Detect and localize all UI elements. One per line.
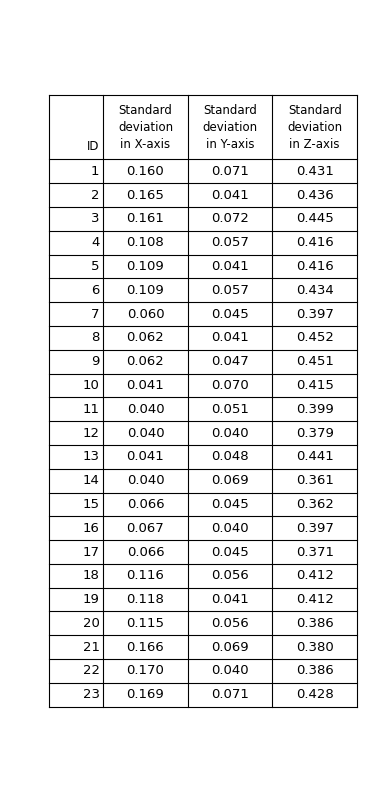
Text: 0.071: 0.071 [211, 165, 249, 178]
Text: 0.361: 0.361 [296, 474, 334, 488]
Text: 0.452: 0.452 [296, 331, 334, 345]
Text: 22: 22 [83, 665, 99, 677]
Text: 0.116: 0.116 [126, 569, 165, 582]
Text: 0.386: 0.386 [296, 617, 333, 630]
Text: 0.386: 0.386 [296, 665, 333, 677]
Text: 0.109: 0.109 [127, 283, 164, 297]
Text: 15: 15 [83, 498, 99, 511]
Text: 8: 8 [91, 331, 99, 345]
Text: 2: 2 [91, 189, 99, 202]
Text: ID: ID [87, 141, 99, 153]
Text: 0.416: 0.416 [296, 237, 333, 249]
Text: 23: 23 [83, 688, 99, 701]
Text: 7: 7 [91, 307, 99, 321]
Text: 0.041: 0.041 [211, 189, 249, 202]
Text: 0.040: 0.040 [127, 426, 164, 440]
Text: 0.069: 0.069 [211, 474, 249, 488]
Text: 0.160: 0.160 [127, 165, 164, 178]
Text: 0.412: 0.412 [296, 593, 334, 606]
Text: 0.380: 0.380 [296, 641, 333, 653]
Text: 0.165: 0.165 [126, 189, 165, 202]
Text: 0.041: 0.041 [127, 450, 164, 464]
Text: 0.445: 0.445 [296, 213, 333, 225]
Text: 0.412: 0.412 [296, 569, 334, 582]
Text: 0.040: 0.040 [211, 665, 249, 677]
Text: 0.048: 0.048 [211, 450, 249, 464]
Text: 0.108: 0.108 [127, 237, 164, 249]
Text: 0.071: 0.071 [211, 688, 249, 701]
Text: 19: 19 [83, 593, 99, 606]
Text: 0.067: 0.067 [127, 522, 164, 534]
Text: 0.379: 0.379 [296, 426, 334, 440]
Text: 3: 3 [91, 213, 99, 225]
Text: 0.170: 0.170 [126, 665, 165, 677]
Text: 12: 12 [83, 426, 99, 440]
Text: 0.045: 0.045 [211, 498, 249, 511]
Text: 0.451: 0.451 [296, 355, 334, 368]
Text: Standard
deviation
in X-axis: Standard deviation in X-axis [118, 104, 173, 151]
Text: 0.070: 0.070 [211, 379, 249, 392]
Text: 0.431: 0.431 [296, 165, 334, 178]
Text: 0.062: 0.062 [127, 331, 164, 345]
Text: 10: 10 [83, 379, 99, 392]
Text: 0.166: 0.166 [127, 641, 164, 653]
Text: 0.041: 0.041 [211, 593, 249, 606]
Text: 0.060: 0.060 [127, 307, 164, 321]
Text: 18: 18 [83, 569, 99, 582]
Text: 0.040: 0.040 [127, 403, 164, 416]
Text: 0.072: 0.072 [211, 213, 249, 225]
Text: 9: 9 [91, 355, 99, 368]
Text: 0.062: 0.062 [127, 355, 164, 368]
Text: 0.397: 0.397 [296, 522, 334, 534]
Text: 14: 14 [83, 474, 99, 488]
Text: 1: 1 [91, 165, 99, 178]
Text: 0.436: 0.436 [296, 189, 333, 202]
Text: 0.428: 0.428 [296, 688, 333, 701]
Text: 16: 16 [83, 522, 99, 534]
Text: 17: 17 [83, 545, 99, 558]
Text: 0.397: 0.397 [296, 307, 334, 321]
Text: 0.118: 0.118 [126, 593, 165, 606]
Text: 0.115: 0.115 [126, 617, 165, 630]
Text: 0.056: 0.056 [211, 569, 249, 582]
Text: 5: 5 [91, 260, 99, 273]
Text: 0.441: 0.441 [296, 450, 333, 464]
Text: 0.069: 0.069 [211, 641, 249, 653]
Text: 0.057: 0.057 [211, 283, 249, 297]
Text: 0.040: 0.040 [127, 474, 164, 488]
Text: 0.041: 0.041 [211, 260, 249, 273]
Text: 11: 11 [83, 403, 99, 416]
Text: 6: 6 [91, 283, 99, 297]
Text: 0.161: 0.161 [126, 213, 165, 225]
Text: 0.051: 0.051 [211, 403, 249, 416]
Text: 0.415: 0.415 [296, 379, 334, 392]
Text: 0.416: 0.416 [296, 260, 333, 273]
Text: 0.041: 0.041 [211, 331, 249, 345]
Text: 4: 4 [91, 237, 99, 249]
Text: 21: 21 [83, 641, 99, 653]
Text: 0.056: 0.056 [211, 617, 249, 630]
Text: Standard
deviation
in Z-axis: Standard deviation in Z-axis [287, 104, 342, 151]
Text: 0.045: 0.045 [211, 545, 249, 558]
Text: 0.399: 0.399 [296, 403, 333, 416]
Text: 0.040: 0.040 [211, 426, 249, 440]
Text: 0.045: 0.045 [211, 307, 249, 321]
Text: 0.041: 0.041 [127, 379, 164, 392]
Text: 0.040: 0.040 [211, 522, 249, 534]
Text: 0.047: 0.047 [211, 355, 249, 368]
Text: 0.169: 0.169 [127, 688, 164, 701]
Text: 13: 13 [83, 450, 99, 464]
Text: 0.434: 0.434 [296, 283, 333, 297]
Text: Standard
deviation
in Y-axis: Standard deviation in Y-axis [202, 104, 258, 151]
Text: 0.066: 0.066 [127, 498, 164, 511]
Text: 0.371: 0.371 [296, 545, 334, 558]
Text: 0.066: 0.066 [127, 545, 164, 558]
Text: 0.109: 0.109 [127, 260, 164, 273]
Text: 20: 20 [83, 617, 99, 630]
Text: 0.057: 0.057 [211, 237, 249, 249]
Text: 0.362: 0.362 [296, 498, 334, 511]
